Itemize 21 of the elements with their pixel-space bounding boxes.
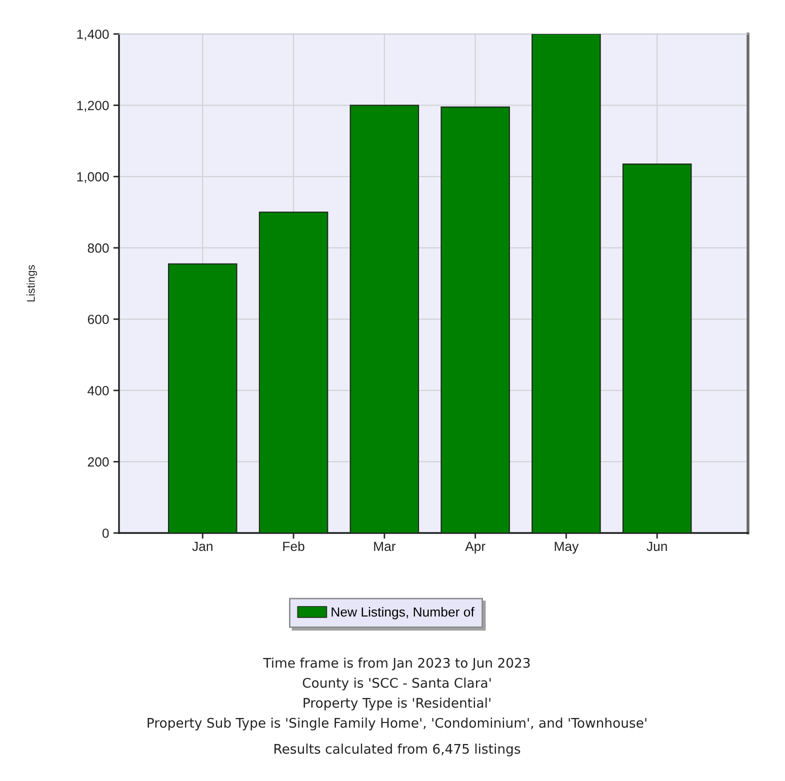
y-tick-label: 1,400 [77,30,109,40]
y-axis-title: Listings [26,265,37,302]
text: Results calculated from 6,475 listings [274,744,520,756]
text: Property Sub Type is 'Single Family Home', 'Condominium', and 'Townhouse' [148,718,646,730]
x-tick-label: Jun [646,542,667,552]
y-tick-label: 400 [88,386,109,396]
y-tick-label: 1,000 [77,172,109,184]
y-tick-label: 1,200 [77,100,109,112]
text: Property Type is 'Residential' [304,698,490,710]
x-tick-label: May [554,542,579,554]
y-tick-label: 600 [88,314,109,324]
y-tick-label: 200 [88,457,109,467]
y-tick-label: 0 [102,528,109,538]
text: Time frame is from Jan 2023 to Jun 2023 [263,658,530,670]
y-tick-label: 800 [88,243,109,253]
x-tick-label: Jan [192,542,212,552]
x-tick-label: Mar [374,542,396,552]
legend-label: New Listings, Number of [332,606,474,620]
text: County is 'SCC - Santa Clara' [302,678,491,690]
x-tick-label: Apr [465,542,486,554]
x-tick-label: Feb [283,541,304,552]
